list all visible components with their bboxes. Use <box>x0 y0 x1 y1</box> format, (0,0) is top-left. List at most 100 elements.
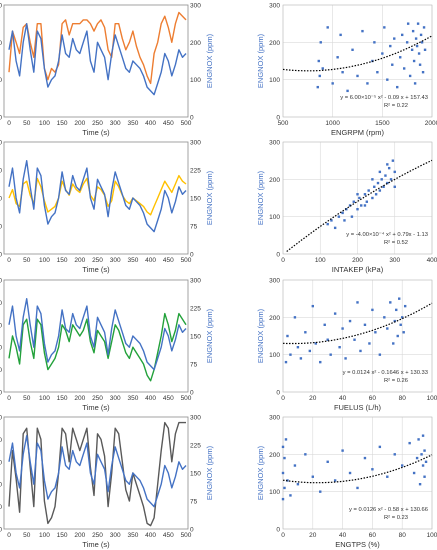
scatter-point <box>378 189 382 192</box>
x-tick-label: 500 <box>278 120 289 127</box>
scatter-point <box>386 78 389 81</box>
x-tick-label: 450 <box>163 257 174 264</box>
x-tick-label: 350 <box>127 395 138 402</box>
y-tick-label: 200 <box>269 40 280 47</box>
scatter-point <box>371 468 374 471</box>
scatter-point <box>412 471 416 475</box>
right-axis-label: ENGNOX (ppm) <box>205 308 214 363</box>
left-tick-label: 100 <box>0 224 2 231</box>
trendline <box>282 454 433 484</box>
scatter-point <box>299 357 303 360</box>
x-tick-label: 250 <box>92 120 103 127</box>
plot-frame <box>282 4 433 118</box>
scatter-point <box>336 56 339 59</box>
y-tick-label: 300 <box>269 415 280 422</box>
x-tick-label: 50 <box>23 257 31 264</box>
scatter-point <box>366 82 369 85</box>
scatter-point <box>393 319 396 323</box>
scatter-point <box>363 193 367 196</box>
scatter-point <box>281 445 285 449</box>
scatter-point <box>383 26 386 29</box>
scatter-point <box>348 204 352 207</box>
left-tick-label: 1000 <box>0 77 2 84</box>
scatter-point <box>350 215 354 218</box>
x-tick-label: 250 <box>92 395 103 402</box>
x-tick-label: 200 <box>74 395 85 402</box>
x-tick-label: 150 <box>57 120 68 127</box>
y-tick-label: 0 <box>276 390 280 397</box>
scatter-point <box>283 486 286 490</box>
scatter-point <box>386 475 389 478</box>
y-tick-label: 300 <box>269 3 280 10</box>
x-tick-label: 20 <box>309 532 317 539</box>
time-series-panel: 500 1000 1500 2000 0 100 200 300 0 50 100 150 200 250… <box>0 3 214 138</box>
right-tick-label: 0 <box>190 390 194 397</box>
scatter-point <box>363 456 367 460</box>
x-tick-label: 250 <box>92 532 103 539</box>
scatter-point <box>356 301 359 304</box>
scatter-point <box>386 181 389 185</box>
time-series-panel: 0 20 40 60 80 100 0 75 150 225 300 0 50 100 150 200 250 3… <box>0 415 214 550</box>
scatter-point <box>417 52 421 55</box>
time-series-panel: 0 100 200 300 400 0 75 150 225 300 0 50 100 150 200 250… <box>0 140 214 275</box>
left-tick-label: 0 <box>0 527 2 534</box>
scatter-point <box>402 67 406 70</box>
x-tick-label: 0 <box>7 395 11 402</box>
scatter-point <box>412 59 416 63</box>
x-tick-label: 350 <box>127 120 138 127</box>
scatter-point <box>331 82 334 85</box>
y-tick-label: 200 <box>269 315 280 322</box>
x-axis-label: FUELUS (L/h) <box>334 403 382 412</box>
x-tick-label: 300 <box>110 257 121 264</box>
scatter-point <box>373 185 376 188</box>
y-tick-label: 100 <box>269 214 280 221</box>
scatter-point <box>403 304 407 308</box>
scatter-point <box>393 453 396 456</box>
scatter-point <box>418 63 422 66</box>
left-tick-label: 200 <box>0 196 2 203</box>
scatter-point <box>296 483 300 486</box>
x-tick-label: 500 <box>181 395 192 402</box>
scatter-point <box>356 74 359 78</box>
y-tick-label: 300 <box>269 278 280 285</box>
x-axis-label: ENGTPS (%) <box>335 540 380 549</box>
scatter-point <box>338 346 341 349</box>
right-series-line <box>8 435 187 508</box>
trendline <box>282 35 433 72</box>
scatter-point <box>343 219 346 222</box>
x-tick-label: 200 <box>74 257 85 264</box>
scatter-point <box>304 331 307 334</box>
scatter-point <box>389 301 392 304</box>
right-tick-label: 0 <box>190 252 194 259</box>
y-tick-label: 100 <box>269 77 280 84</box>
scatter-point <box>326 460 329 463</box>
scatter-point <box>423 48 427 51</box>
left-tick-label: 100 <box>0 415 2 422</box>
x-tick-label: 350 <box>127 257 138 264</box>
scatter-point <box>401 464 404 467</box>
scatter-point <box>296 346 300 349</box>
x-tick-label: 0 <box>7 120 11 127</box>
scatter-point <box>376 181 380 185</box>
scatter-point <box>401 33 404 37</box>
right-tick-label: 100 <box>190 77 201 84</box>
scatter-point <box>384 174 387 177</box>
scatter-point <box>329 353 332 356</box>
y-tick-label: 100 <box>269 489 280 496</box>
scatter-point <box>413 82 417 85</box>
scatter-point <box>391 63 394 66</box>
x-tick-label: 450 <box>163 120 174 127</box>
scatter-point <box>319 360 322 364</box>
scatter-point <box>333 312 337 315</box>
x-tick-label: 400 <box>145 395 156 402</box>
left-tick-label: 1500 <box>0 40 2 47</box>
scatter-point <box>371 178 374 181</box>
x-tick-label: 250 <box>92 257 103 264</box>
scatter-point <box>399 56 402 59</box>
x-tick-label: 100 <box>39 120 50 127</box>
scatter-point <box>398 297 401 300</box>
trend-equation: y = 6.00×10⁻⁵ x² - 0.09 x + 157.43 <box>340 94 428 101</box>
right-axis-label: ENGNOX (ppm) <box>205 33 214 88</box>
right-tick-label: 75 <box>190 224 198 231</box>
